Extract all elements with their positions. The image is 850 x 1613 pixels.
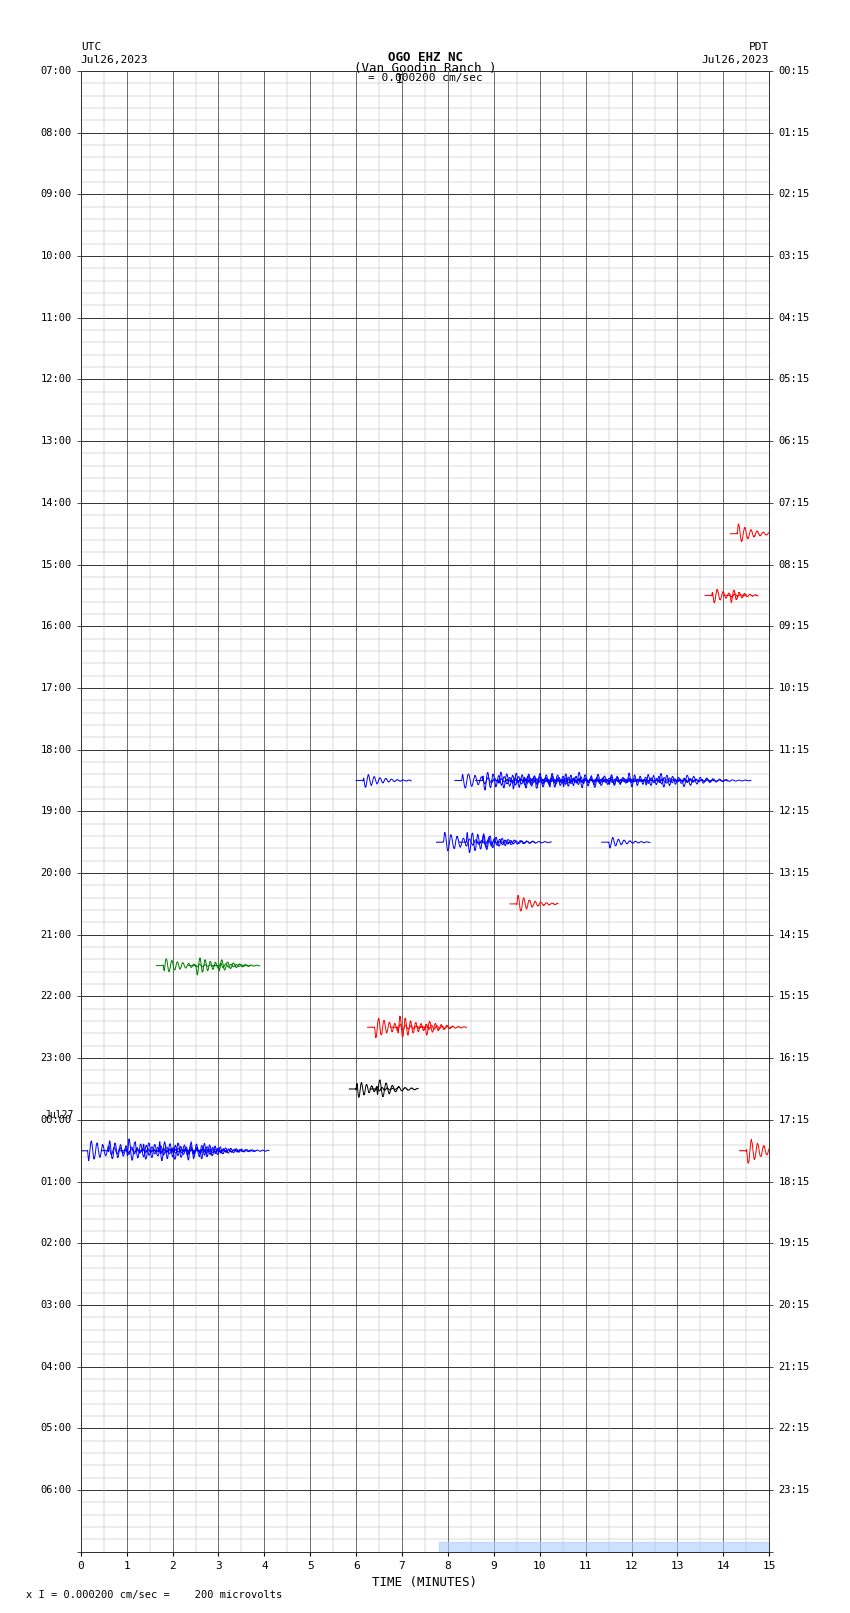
Text: I: I xyxy=(396,73,403,85)
Text: PDT: PDT xyxy=(749,42,769,52)
Text: (Van Goodin Ranch ): (Van Goodin Ranch ) xyxy=(354,63,496,76)
Bar xyxy=(439,1542,769,1561)
Text: = 0.000200 cm/sec: = 0.000200 cm/sec xyxy=(367,73,483,82)
Text: UTC: UTC xyxy=(81,42,101,52)
Text: Jul26,2023: Jul26,2023 xyxy=(81,55,148,65)
Text: x I = 0.000200 cm/sec =    200 microvolts: x I = 0.000200 cm/sec = 200 microvolts xyxy=(26,1590,281,1600)
Text: Jul26,2023: Jul26,2023 xyxy=(702,55,769,65)
X-axis label: TIME (MINUTES): TIME (MINUTES) xyxy=(372,1576,478,1589)
Text: OGO EHZ NC: OGO EHZ NC xyxy=(388,50,462,65)
Text: Jul27: Jul27 xyxy=(44,1110,74,1119)
